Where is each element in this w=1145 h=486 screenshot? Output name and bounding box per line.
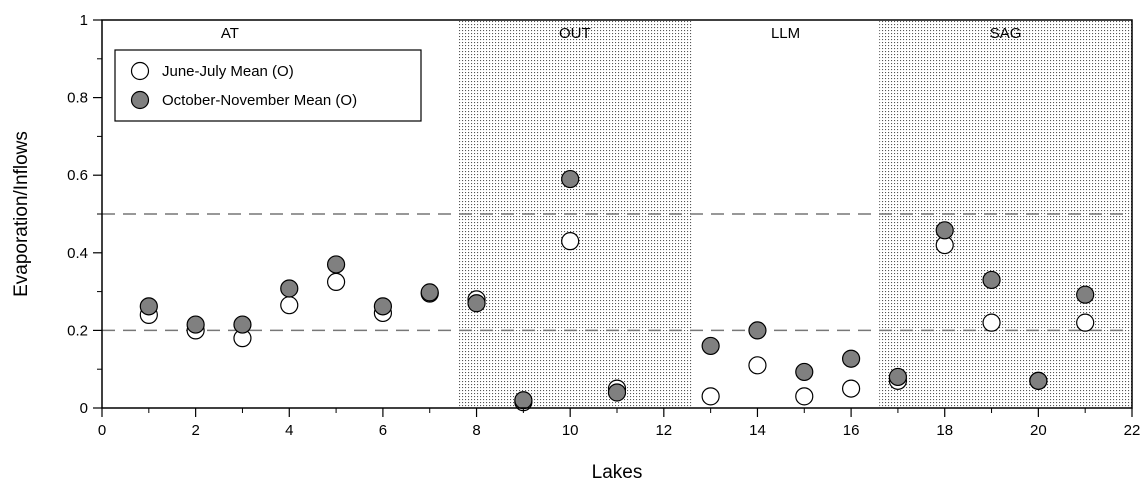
point-june-july — [748, 356, 767, 375]
point-june-july — [841, 379, 861, 398]
point-october-november — [514, 391, 533, 410]
point-october-november — [326, 255, 346, 274]
legend-marker-october-november — [130, 90, 150, 110]
x-axis-title: Lakes — [592, 462, 643, 483]
legend-marker-june-july — [130, 61, 150, 81]
reference-lines — [102, 213, 1132, 332]
point-october-november — [888, 367, 908, 387]
x-tick-label: 10 — [562, 422, 579, 439]
x-tick-label: 20 — [1030, 422, 1047, 439]
x-tick-label: 14 — [749, 422, 766, 439]
point-october-november — [935, 221, 954, 240]
x-tick-label: 18 — [936, 422, 953, 439]
region-label-out: OUT — [559, 25, 591, 42]
y-axis-title: Evaporation/Inflows — [11, 131, 32, 297]
point-october-november — [373, 297, 393, 316]
y-tick-label: 0.2 — [67, 322, 88, 339]
point-june-july — [561, 232, 580, 251]
point-october-november — [841, 349, 861, 368]
point-october-november — [561, 169, 580, 189]
x-tick-label: 16 — [843, 422, 860, 439]
point-june-july — [795, 387, 814, 406]
x-tick-label: 22 — [1124, 422, 1141, 439]
legend-label-october-november: October-November Mean (O) — [162, 92, 357, 109]
region-labels: AT OUT LLM SAG — [221, 25, 1022, 42]
point-october-november — [607, 383, 627, 402]
region-label-sag: SAG — [990, 25, 1022, 42]
point-june-july — [1076, 313, 1095, 332]
point-october-november — [701, 336, 720, 356]
y-tick-label: 0.6 — [67, 167, 88, 184]
y-tick-label: 1 — [80, 12, 88, 29]
region-label-llm: LLM — [771, 25, 800, 42]
point-october-november — [186, 315, 205, 334]
point-october-november — [982, 270, 1001, 290]
point-october-november — [1076, 285, 1095, 304]
x-tick-label: 4 — [285, 422, 293, 439]
point-october-november — [233, 315, 252, 334]
point-june-july — [982, 313, 1001, 332]
point-october-november — [139, 297, 158, 316]
point-october-november — [420, 283, 439, 302]
point-october-november — [280, 279, 299, 298]
region-label-at: AT — [221, 25, 239, 42]
legend-box — [114, 49, 422, 122]
x-tick-label: 2 — [191, 422, 199, 439]
point-june-july — [280, 296, 299, 315]
point-october-november — [795, 362, 814, 382]
legend-label-june-july: June-July Mean (O) — [162, 63, 294, 80]
y-tick-label: 0 — [80, 400, 88, 417]
point-june-july — [701, 387, 720, 406]
point-june-july — [326, 272, 346, 291]
y-tick-label: 0.8 — [67, 90, 88, 107]
point-october-november — [467, 294, 486, 313]
points-layer — [139, 169, 1095, 412]
legend: June-July Mean (O) October-November Mean… — [114, 49, 422, 122]
point-october-november — [748, 321, 767, 340]
x-tick-label: 8 — [472, 422, 480, 439]
axis-ticks: 0 2 4 6 8 10 12 14 16 18 20 22 0 0.2 0.4 0.6 0.8 1 — [67, 12, 1140, 439]
y-tick-label: 0.4 — [67, 245, 88, 262]
point-october-november — [1029, 371, 1048, 390]
x-tick-label: 12 — [655, 422, 672, 439]
x-tick-label: 6 — [379, 422, 387, 439]
x-tick-label: 0 — [98, 422, 106, 439]
